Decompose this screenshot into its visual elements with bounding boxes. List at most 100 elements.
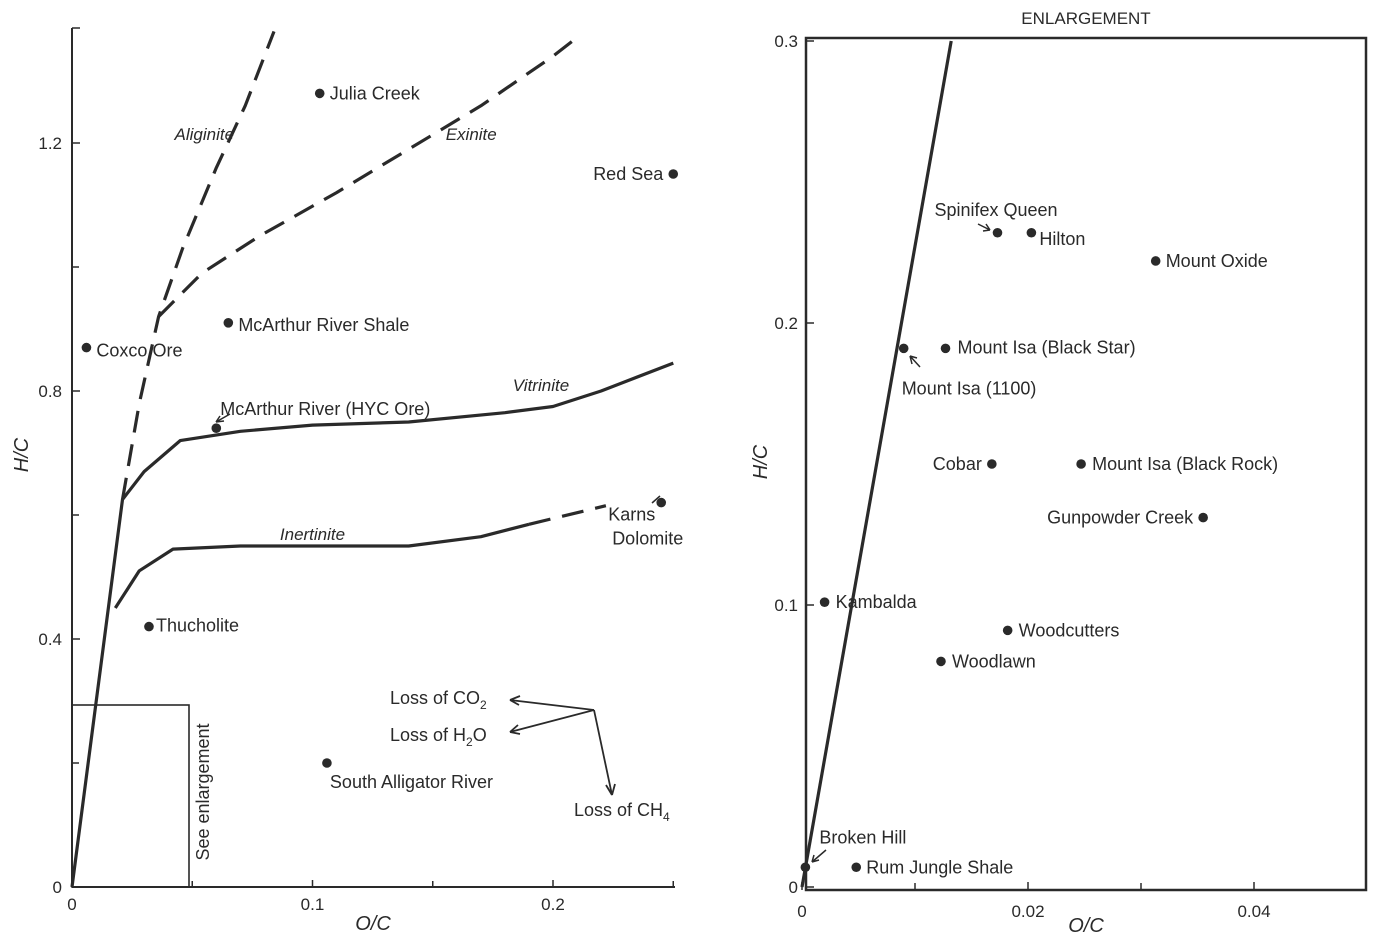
- right-y-tick-label: 0.2: [774, 314, 798, 333]
- left-y-axis-title: H/C: [11, 437, 33, 472]
- left-points: Julia Creek Red Sea McArthur River Shale Co…: [81, 83, 683, 792]
- loss-co2-subscript: 2: [480, 698, 487, 712]
- point-julia-creek: [314, 88, 325, 99]
- point-gunpowder-creek: [1198, 512, 1208, 523]
- loss-ch4-subscript: 4: [663, 810, 670, 824]
- left-y-tick-label: 0.8: [38, 382, 62, 401]
- point-label-thucholite: Thucholite: [156, 616, 239, 636]
- right-x-tick-label: 0.02: [1011, 902, 1044, 921]
- left-x-tick-label: 0: [67, 895, 76, 914]
- right-plot-frame: [804, 36, 1368, 892]
- right-x-axis-title: O/C: [1068, 915, 1104, 937]
- point-label-kambalda: Kambalda: [836, 592, 918, 612]
- curve-aliginite: [120, 30, 276, 500]
- point-label-spinifex-queen: Spinifex Queen: [934, 200, 1057, 220]
- right-y-ticks: 0 0.1 0.2 0.3: [774, 32, 814, 897]
- left-chart: 0 0.1 0.2 0 0.4 0.8 1.2 O/C H/C See enlargeme…: [11, 27, 683, 935]
- point-mcarthur-river-hyc-ore: [211, 423, 222, 434]
- point-label-karns-dolomite-line2: Dolomite: [612, 529, 683, 549]
- point-mount-isa-black-star: [940, 343, 951, 354]
- point-label-south-alligator-river: South Alligator River: [330, 772, 493, 792]
- left-axes: 0 0.1 0.2 0 0.4 0.8 1.2 O/C H/C: [11, 27, 675, 935]
- point-cobar: [987, 459, 997, 469]
- right-curve-vitrinite: [800, 40, 953, 888]
- point-hilton: [1026, 227, 1037, 238]
- point-label-mcarthur-river-hyc-ore: McArthur River (HYC Ore): [220, 399, 430, 419]
- karns-leader: [651, 495, 661, 504]
- curve-inertinite: [113, 522, 530, 609]
- curve-inertinite-extension: [528, 504, 607, 526]
- point-coxco-ore: [81, 342, 92, 353]
- left-x-ticks: 0 0.1 0.2: [67, 880, 674, 914]
- point-woodcutters: [1002, 625, 1013, 636]
- left-y-ticks: 0 0.4 0.8 1.2: [38, 27, 80, 897]
- left-x-tick-label: 0.2: [541, 895, 565, 914]
- loss-h2o-arrow: [509, 709, 595, 733]
- left-x-axis-title: O/C: [355, 913, 391, 935]
- point-label-cobar: Cobar: [933, 454, 982, 474]
- right-x-tick-label: 0: [797, 902, 806, 921]
- left-y-tick-label: 1.2: [38, 134, 62, 153]
- right-x-ticks: 0 0.02 0.04: [797, 882, 1271, 921]
- right-leader-arrows: [811, 223, 991, 863]
- right-x-tick-label: 0.04: [1237, 902, 1270, 921]
- point-label-woodlawn: Woodlawn: [952, 651, 1036, 671]
- loss-ch4-label: Loss of CH4: [574, 800, 670, 824]
- right-curves: [800, 40, 953, 888]
- point-karns-dolomite: [656, 497, 667, 508]
- point-mcarthur-river-shale: [223, 318, 234, 328]
- point-rum-jungle-shale: [851, 862, 862, 873]
- point-woodlawn: [936, 656, 946, 667]
- point-kambalda: [819, 597, 830, 607]
- point-mount-isa-black-rock: [1076, 459, 1086, 469]
- point-thucholite: [144, 621, 154, 632]
- point-label-coxco-ore: Coxco Ore: [96, 341, 182, 361]
- point-label-hilton: Hilton: [1039, 229, 1085, 249]
- right-y-tick-label: 0.1: [774, 596, 798, 615]
- right-chart: ENLARGEMENT 0 0.02 0.04 0 0.1 0.2 0.3 O/C H/C…: [750, 9, 1368, 937]
- right-chart-title: ENLARGEMENT: [1021, 9, 1150, 28]
- loss-h2o-text-end: O: [473, 725, 487, 745]
- point-label-gunpowder-creek: Gunpowder Creek: [1047, 508, 1194, 528]
- point-spinifex-queen: [992, 227, 1003, 238]
- loss-h2o-arrowhead: [509, 724, 521, 735]
- curve-label-exinite: Exinite: [446, 125, 497, 144]
- spinifex-arrow: [977, 223, 991, 232]
- broken-hill-arrow: [811, 849, 827, 863]
- loss-co2-label: Loss of CO2: [390, 688, 487, 712]
- left-curve-labels: Aliginite Exinite Vitrinite Inertinite: [174, 125, 570, 544]
- point-label-red-sea: Red Sea: [593, 164, 664, 184]
- loss-ch4-arrowhead: [605, 783, 616, 796]
- point-broken-hill: [800, 862, 811, 873]
- point-mount-oxide: [1150, 256, 1161, 266]
- curve-vitrinite: [70, 361, 674, 888]
- left-y-tick-label: 0.4: [38, 630, 62, 649]
- point-label-woodcutters: Woodcutters: [1019, 620, 1120, 640]
- curve-label-aliginite: Aliginite: [174, 125, 235, 144]
- left-leader-arrows: [215, 413, 661, 504]
- loss-arrows: [509, 695, 616, 796]
- loss-ch4-text: Loss of CH: [574, 800, 663, 820]
- point-label-julia-creek: Julia Creek: [330, 83, 421, 103]
- right-y-tick-label: 0: [789, 878, 798, 897]
- point-red-sea: [668, 169, 679, 179]
- left-y-tick-label: 0: [53, 878, 62, 897]
- point-label-mount-isa-black-rock: Mount Isa (Black Rock): [1092, 454, 1278, 474]
- enlargement-box: [71, 704, 190, 888]
- right-y-tick-label: 0.3: [774, 32, 798, 51]
- curve-exinite: [157, 36, 578, 318]
- loss-h2o-label: Loss of H2O: [390, 725, 487, 749]
- point-mount-isa-1100: [898, 343, 909, 354]
- loss-h2o-subscript: 2: [466, 735, 473, 749]
- loss-ch4-arrow: [593, 709, 613, 796]
- left-curves: [70, 30, 674, 888]
- curve-label-inertinite: Inertinite: [280, 525, 345, 544]
- loss-co2-arrow: [509, 699, 595, 711]
- loss-h2o-text: Loss of H: [390, 725, 466, 745]
- loss-co2-text: Loss of CO: [390, 688, 480, 708]
- right-y-axis-title: H/C: [750, 444, 772, 479]
- mount-isa-1100-arrow: [909, 355, 921, 368]
- point-label-karns-dolomite: Karns: [608, 505, 655, 525]
- point-label-mount-isa-black-star: Mount Isa (Black Star): [958, 337, 1136, 357]
